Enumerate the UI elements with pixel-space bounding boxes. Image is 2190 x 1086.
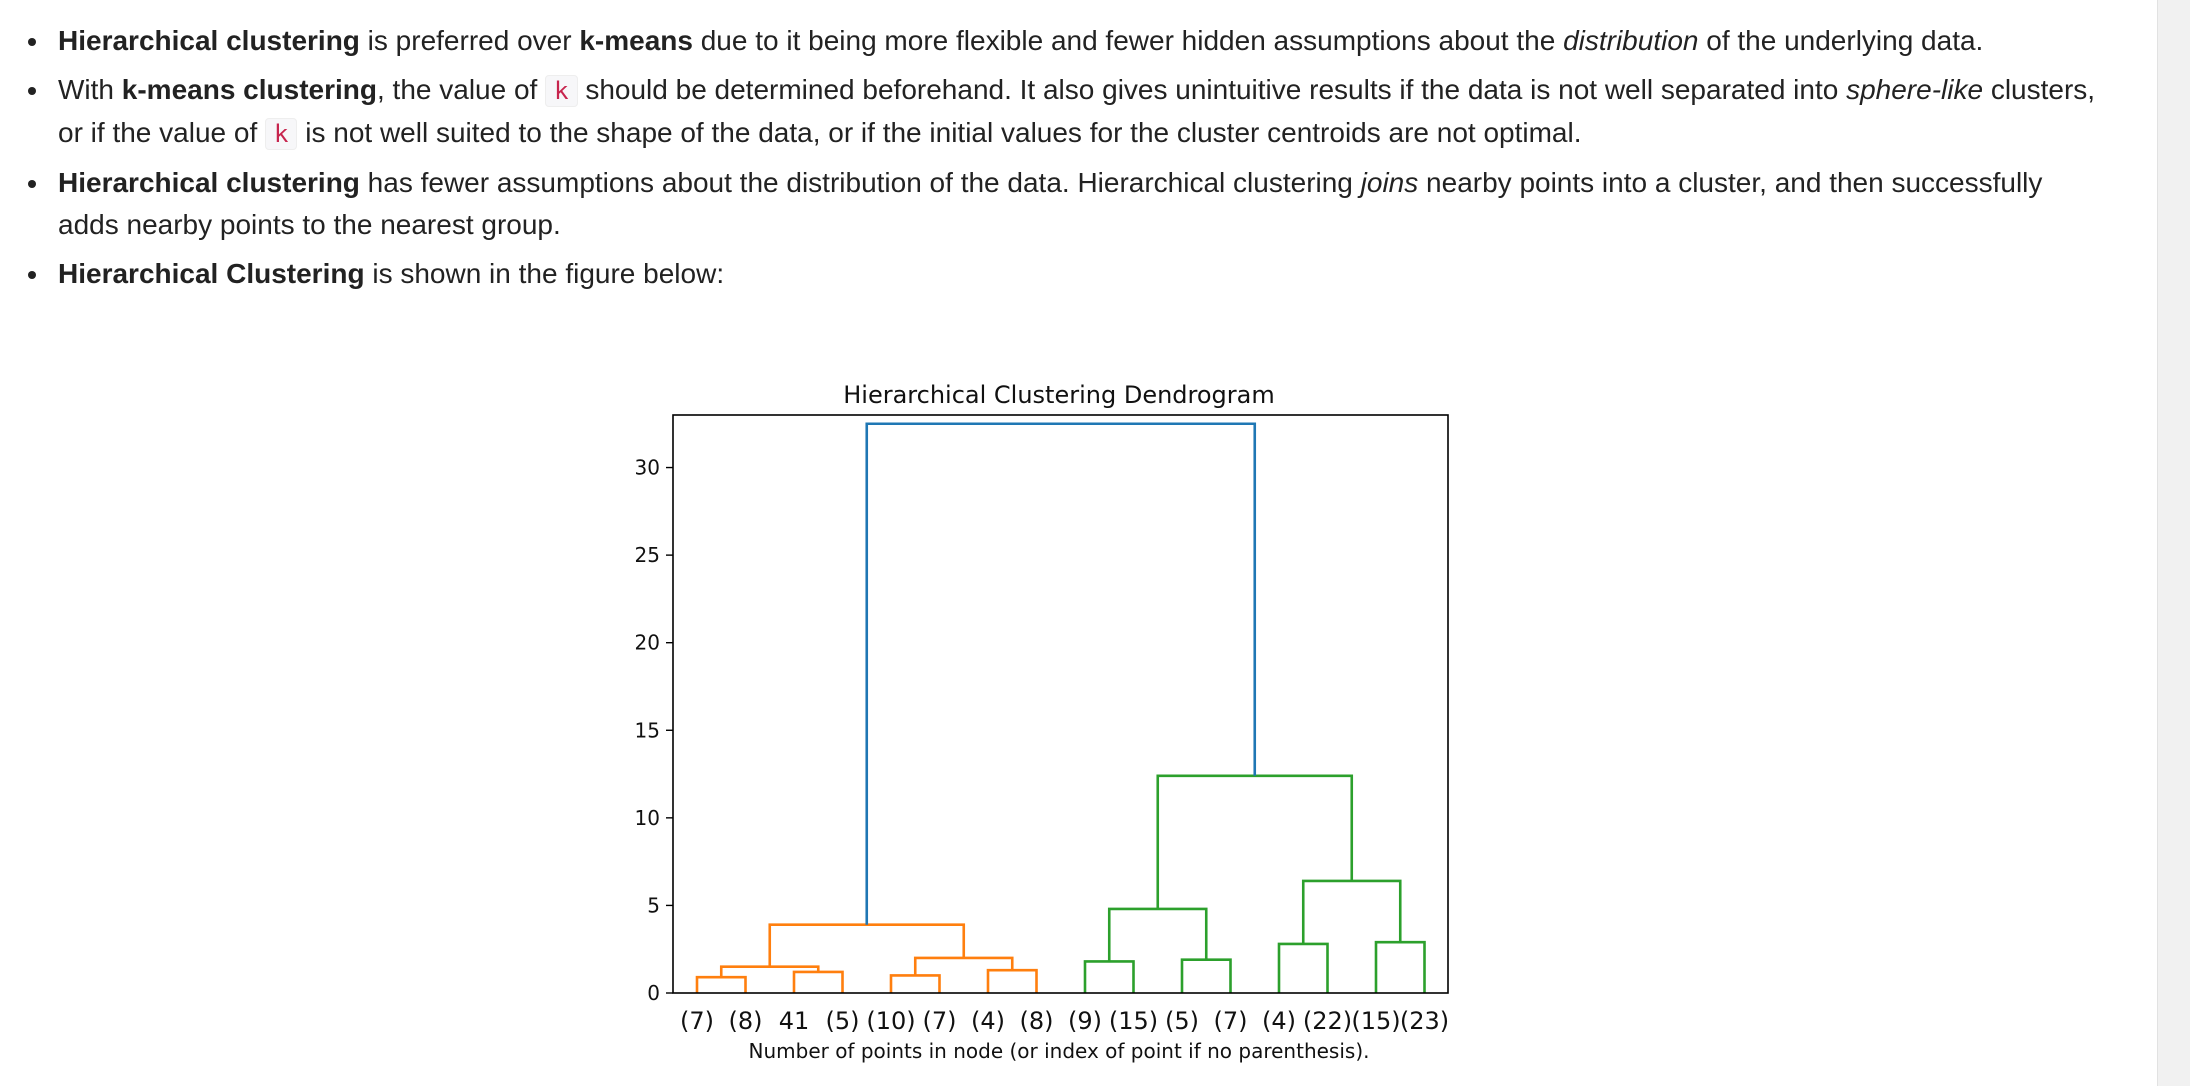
text-run: is not well suited to the shape of the d… bbox=[297, 117, 1582, 148]
italic-term: distribution bbox=[1563, 25, 1699, 56]
text-run: due to it being more flexible and fewer … bbox=[692, 25, 1564, 56]
text-run: should be determined beforehand. It also… bbox=[577, 74, 1847, 105]
leaf-label: (9) bbox=[1068, 1007, 1102, 1035]
bullet-list: Hierarchical clustering is preferred ove… bbox=[26, 20, 2106, 302]
text-run: , the value of bbox=[376, 74, 546, 105]
leaf-label: (23) bbox=[1400, 1007, 1449, 1035]
leaf-label: (4) bbox=[971, 1007, 1005, 1035]
text-run: has fewer assumptions about the distribu… bbox=[359, 167, 1361, 198]
leaf-label: (22) bbox=[1303, 1007, 1352, 1035]
chart-title: Hierarchical Clustering Dendrogram bbox=[843, 381, 1275, 409]
leaf-label: (5) bbox=[826, 1007, 860, 1035]
leaf-label: (7) bbox=[680, 1007, 714, 1035]
y-tick-label: 0 bbox=[647, 981, 660, 1005]
y-tick-label: 20 bbox=[635, 631, 660, 655]
dendrogram-link bbox=[695, 975, 747, 993]
list-item: With k-means clustering, the value of k … bbox=[26, 69, 2106, 155]
dendrogram-link bbox=[1180, 958, 1232, 993]
dendrogram-link bbox=[1277, 942, 1329, 993]
dendrogram-link bbox=[1156, 774, 1354, 909]
leaf-label: (10) bbox=[866, 1007, 915, 1035]
x-axis: (7) (8) 41 (5) (10) (7) (4) (8) (9) (15) (5) (7) (4)… bbox=[680, 1007, 1449, 1035]
list-item: Hierarchical clustering has fewer assump… bbox=[26, 162, 2106, 246]
text-run: clusters, or if the value of bbox=[58, 74, 2096, 148]
x-axis-label: Number of points in node (or index of po… bbox=[749, 1039, 1370, 1063]
leaf-label: (5) bbox=[1165, 1007, 1199, 1035]
y-tick-label: 10 bbox=[635, 806, 660, 830]
bold-term: Hierarchical clustering bbox=[58, 25, 360, 56]
dendrogram-link bbox=[1374, 940, 1426, 993]
dendrogram-link bbox=[913, 956, 1014, 976]
bold-term: Hierarchical clustering bbox=[58, 167, 360, 198]
dendrogram-link bbox=[792, 970, 844, 993]
y-axis: 0 5 10 15 20 25 30 bbox=[635, 456, 673, 1005]
leaf-label: (7) bbox=[1214, 1007, 1248, 1035]
dendrogram-chart: Hierarchical Clustering Dendrogram 0 5 10 1… bbox=[635, 381, 1450, 1063]
dendrogram-link bbox=[865, 422, 1257, 925]
dendrogram-link bbox=[1107, 907, 1208, 962]
inline-code: k bbox=[265, 118, 298, 150]
text-run: is shown in the figure below: bbox=[364, 258, 725, 289]
italic-term: sphere-like bbox=[1846, 74, 1984, 105]
inline-code: k bbox=[545, 75, 578, 107]
text-run: With bbox=[58, 74, 122, 105]
bold-term: Hierarchical Clustering bbox=[58, 258, 365, 289]
y-tick-label: 5 bbox=[647, 893, 660, 917]
leaf-label: (7) bbox=[923, 1007, 957, 1035]
y-tick-label: 30 bbox=[635, 456, 660, 480]
dendrogram-link bbox=[768, 923, 966, 967]
bold-term: k-means bbox=[579, 25, 693, 56]
leaf-label: (15) bbox=[1351, 1007, 1400, 1035]
leaf-label: (15) bbox=[1109, 1007, 1158, 1035]
text-run: of the underlying data. bbox=[1698, 25, 1984, 56]
y-tick-label: 15 bbox=[635, 718, 660, 742]
dendrogram-link bbox=[1301, 879, 1402, 944]
list-item: Hierarchical clustering is preferred ove… bbox=[26, 20, 2106, 62]
leaf-label: (8) bbox=[1020, 1007, 1054, 1035]
dendrogram-figure: Hierarchical Clustering Dendrogram 0 5 10 1… bbox=[600, 365, 1480, 1080]
plot-frame bbox=[672, 414, 1449, 994]
dendrogram-links bbox=[695, 422, 1426, 993]
dendrogram-link bbox=[986, 968, 1038, 993]
italic-term: joins bbox=[1360, 167, 1419, 198]
leaf-label: (8) bbox=[729, 1007, 763, 1035]
leaf-label: (4) bbox=[1262, 1007, 1296, 1035]
text-run: is preferred over bbox=[359, 25, 580, 56]
dendrogram-link bbox=[889, 974, 941, 993]
dendrogram-link bbox=[1083, 960, 1135, 993]
list-item: Hierarchical Clustering is shown in the … bbox=[26, 253, 2106, 295]
text-run: nearby points into a cluster, and then s… bbox=[58, 167, 2043, 240]
page-scrollbar[interactable] bbox=[2157, 0, 2190, 1086]
leaf-label: 41 bbox=[779, 1007, 810, 1035]
bold-term: k-means clustering bbox=[121, 74, 377, 105]
y-tick-label: 25 bbox=[635, 543, 660, 567]
